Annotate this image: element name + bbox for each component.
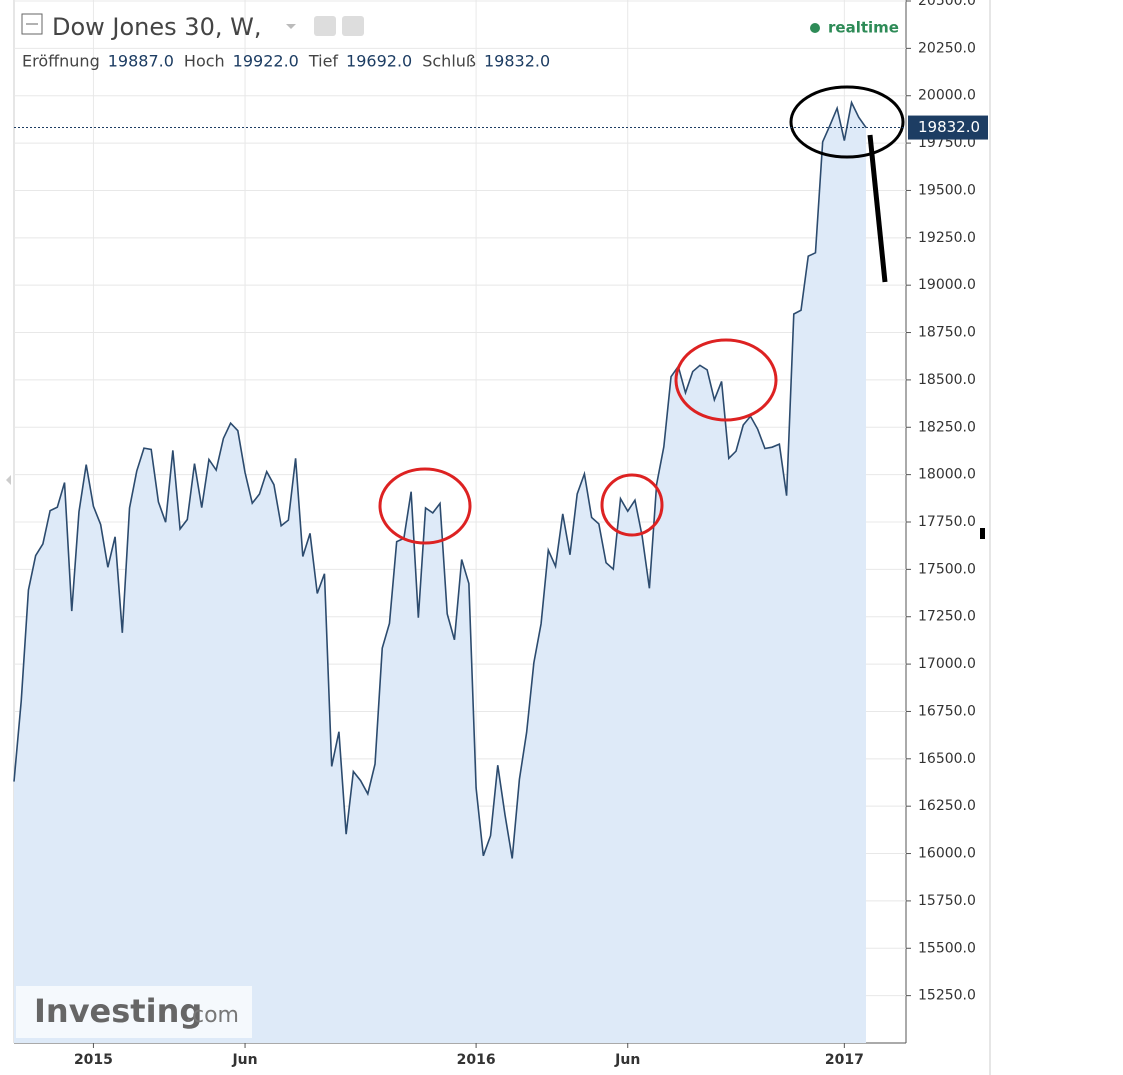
x-tick-label: 2016 — [457, 1052, 496, 1068]
chart-title: Dow Jones 30, W, — [52, 13, 261, 41]
y-tick-label: 17500.0 — [918, 561, 976, 577]
y-tick-label: 16250.0 — [918, 798, 976, 814]
price-line — [13, 100, 867, 859]
y-tick-label: 20000.0 — [918, 88, 976, 104]
settings-icon[interactable] — [342, 16, 364, 36]
x-tick-label: Jun — [231, 1052, 257, 1068]
status-dot — [810, 23, 820, 33]
watermark-bg — [16, 986, 252, 1038]
y-tick-label: 19000.0 — [918, 277, 976, 293]
y-tick-label: 18500.0 — [918, 372, 976, 388]
y-tick-label: 18750.0 — [918, 325, 976, 341]
annotation-circle — [378, 467, 472, 545]
x-tick-label: 2015 — [74, 1052, 113, 1068]
y-tick-label: 20500.0 — [918, 0, 976, 9]
plot — [13, 0, 911, 1048]
annotation-circle — [600, 473, 664, 537]
annotation-stroke — [867, 134, 888, 283]
ohlc-label: Eröffnung — [22, 52, 100, 71]
ohlc-label: Hoch — [184, 52, 225, 71]
ohlc-label: Tief — [308, 52, 339, 71]
y-tick-label: 17000.0 — [918, 656, 976, 672]
watermark-suffix: .com — [185, 1003, 239, 1028]
y-tick-label: 19250.0 — [918, 230, 976, 246]
last-price-box — [908, 115, 988, 140]
y-tick-label: 19500.0 — [918, 182, 976, 198]
last-price-label: 19832.0 — [918, 118, 980, 136]
y-tick-label: 15250.0 — [918, 988, 976, 1004]
watermark-brand: Investing — [34, 992, 202, 1030]
y-tick-label: 16000.0 — [918, 846, 976, 862]
dropdown-icon[interactable] — [286, 24, 296, 29]
y-tick-label: 18000.0 — [918, 467, 976, 483]
annotation-circle — [789, 85, 905, 159]
ohlc-label: Schluß — [422, 52, 476, 71]
scroll-handle[interactable] — [6, 475, 11, 485]
eye-icon[interactable] — [314, 16, 336, 36]
y-tick-label: 17750.0 — [918, 514, 976, 530]
area — [14, 102, 866, 1044]
ohlc-row: Eröffnung 19887.0 Hoch 19922.0 Tief 19692.0 Sc… — [22, 52, 550, 71]
annotation-circle — [674, 338, 778, 422]
ohlc-value: 19692.0 — [346, 52, 412, 71]
status-text: realtime — [828, 19, 899, 37]
y-tick-label: 20250.0 — [918, 40, 976, 56]
ohlc-value: 19832.0 — [484, 52, 550, 71]
ohlc-value: 19887.0 — [108, 52, 174, 71]
y-tick-label: 15500.0 — [918, 940, 976, 956]
y-tick-label: 16750.0 — [918, 703, 976, 719]
y-tick-label: 15750.0 — [918, 893, 976, 909]
y-tick-label: 18250.0 — [918, 419, 976, 435]
x-tick-label: 2017 — [825, 1052, 864, 1068]
x-tick-label: Jun — [614, 1052, 640, 1068]
y-tick-label: 16500.0 — [918, 751, 976, 767]
y-tick-label: 17250.0 — [918, 609, 976, 625]
annotation-mark — [980, 528, 985, 539]
collapse-icon[interactable] — [21, 13, 43, 35]
ohlc-value: 19922.0 — [233, 52, 299, 71]
